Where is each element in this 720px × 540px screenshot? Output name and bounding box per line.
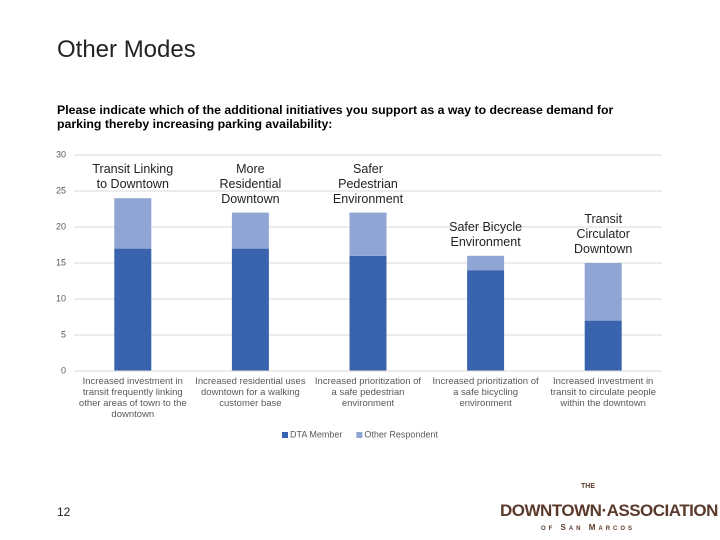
x-tick-label: Increased residential uses downtown for … <box>195 376 306 409</box>
bar-segment <box>349 212 387 256</box>
logo-prefix: THE <box>581 483 595 490</box>
bar-segment <box>584 320 622 371</box>
bar-segment <box>114 198 152 249</box>
x-tick-label: Increased investment in transit to circu… <box>550 376 656 409</box>
legend-swatch <box>356 432 363 438</box>
bar-annotation: Transit Circulator Downtown <box>574 212 633 256</box>
bar-segment <box>467 270 505 371</box>
y-tick-label: 25 <box>56 185 66 195</box>
y-tick-label: 20 <box>56 221 66 231</box>
bar-segment <box>584 263 622 321</box>
x-tick-label: Increased prioritization of a safe pedes… <box>314 376 422 409</box>
legend-label: DTA Member <box>290 429 342 439</box>
y-tick-label: 10 <box>56 293 66 303</box>
y-tick-label: 0 <box>61 365 66 375</box>
slide-title: Other Modes <box>57 36 196 63</box>
y-tick-label: 15 <box>56 257 66 267</box>
bar-segment <box>231 248 269 371</box>
bar-annotation: Safer Bicycle Environment <box>449 219 523 249</box>
logo: THE DOWNTOWN·ASSOCIATION of San Marcos <box>500 483 718 532</box>
bar-annotation: Safer Pedestrian Environment <box>332 161 404 206</box>
page-number: 12 <box>57 505 71 519</box>
legend-swatch <box>282 432 288 438</box>
bar-segment <box>349 255 387 371</box>
bar-annotation: Transit Linking to Downtown <box>92 162 174 192</box>
bar-segment <box>114 248 152 371</box>
legend-label: Other Respondent <box>364 429 438 439</box>
bar-segment <box>231 212 269 249</box>
bar-annotation: More Residential Downtown <box>219 161 282 206</box>
y-tick-label: 5 <box>61 329 66 339</box>
x-tick-label: Increased investment in transit frequent… <box>78 376 187 420</box>
logo-place: of San Marcos <box>540 523 636 532</box>
y-tick-label: 30 <box>56 149 66 159</box>
logo-name: DOWNTOWN·ASSOCIATION <box>500 501 718 520</box>
bar-segment <box>467 255 505 271</box>
chart-title: Please indicate which of the additional … <box>57 103 614 131</box>
x-tick-label: Increased prioritization of a safe bicyc… <box>432 376 539 409</box>
